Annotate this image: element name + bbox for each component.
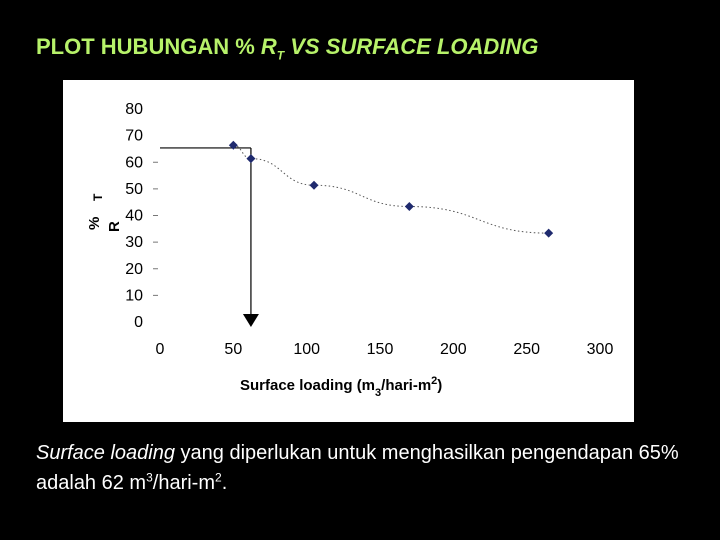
y-tick-labels: 0 10 20 30 40 50 60 70 80 <box>125 101 158 331</box>
x-axis-label-unit: /hari-m <box>381 377 431 394</box>
y-tick-label: 50 <box>125 181 143 198</box>
data-points <box>228 140 554 238</box>
y-tick-label: 30 <box>125 234 143 251</box>
caption-sup-2: 2 <box>215 470 222 485</box>
y-tick-label: 0 <box>134 314 143 331</box>
x-axis-label: Surface loading (m3/hari-m2) <box>240 375 442 399</box>
x-axis-label-close: ) <box>437 377 442 394</box>
y-axis-label-subscript: T <box>91 193 105 201</box>
y-tick-label: 60 <box>125 154 143 171</box>
y-axis-label-percent: % <box>86 217 103 230</box>
x-axis-label-sup: 3 <box>375 387 381 399</box>
caption-sup-3: 3 <box>146 470 153 485</box>
data-point <box>309 180 319 190</box>
x-axis-label-text: Surface loading (m <box>240 377 375 394</box>
guide-arrowhead <box>242 314 259 327</box>
guide-lines <box>160 147 259 327</box>
y-tick-label: 70 <box>125 128 143 145</box>
slide-title: PLOT HUBUNGAN % RT VS SURFACE LOADING <box>36 34 696 62</box>
y-tick-label: 20 <box>125 261 143 278</box>
data-point <box>228 140 238 150</box>
x-tick-label: 300 <box>587 341 614 358</box>
scatter-chart: 0 50 100 150 200 250 300 0 10 20 30 40 50 60 70 80 % R… <box>86 101 614 399</box>
x-tick-label: 0 <box>156 341 165 358</box>
x-tick-label: 150 <box>367 341 394 358</box>
caption-term: Surface loading <box>36 442 175 464</box>
title-suffix: VS SURFACE LOADING <box>284 34 539 59</box>
x-tick-labels: 0 50 100 150 200 250 300 <box>156 341 614 358</box>
caption-unit: /hari-m <box>152 472 215 494</box>
x-tick-label: 100 <box>293 341 320 358</box>
x-axis-label-sup2: 2 <box>431 375 437 387</box>
y-axis-label-variable: R <box>106 221 123 232</box>
y-tick-label: 40 <box>125 208 143 225</box>
x-tick-label: 200 <box>440 341 467 358</box>
y-tick-label: 80 <box>125 101 143 118</box>
caption-end: . <box>221 472 228 494</box>
y-tick-label: 10 <box>125 287 143 304</box>
title-variable: R <box>260 34 277 59</box>
caption: Surface loading yang diperlukan untuk me… <box>36 438 706 498</box>
data-point <box>544 228 554 238</box>
data-point <box>404 202 414 212</box>
trendline <box>233 144 549 234</box>
x-tick-label: 250 <box>513 341 540 358</box>
chart-panel: 0 50 100 150 200 250 300 0 10 20 30 40 50 60 70 80 % R… <box>63 80 634 422</box>
title-prefix: PLOT HUBUNGAN % <box>36 34 261 59</box>
caption-text: yang diperlukan untuk menghasilkan penge… <box>36 442 679 494</box>
title-variable-subscript: T <box>276 48 285 63</box>
data-point <box>246 154 256 164</box>
x-tick-label: 50 <box>224 341 242 358</box>
